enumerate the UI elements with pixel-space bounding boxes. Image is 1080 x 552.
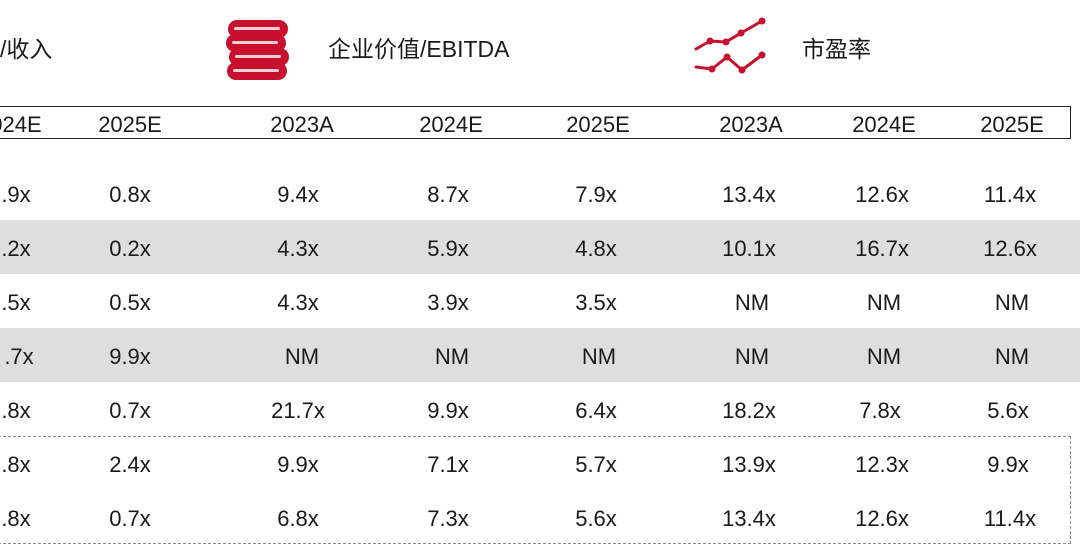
table-cell: NM [284, 344, 320, 369]
table-cell: 5.6x [987, 398, 1029, 423]
table-cell: 4.3x [277, 236, 319, 261]
table-cell: 9.4x [277, 182, 319, 207]
table-cell: 7.9x [575, 182, 617, 207]
table-cell: 3.5x [575, 290, 617, 315]
table-cell: .8x [1, 506, 31, 531]
year-label: 024E [0, 112, 42, 137]
table-cell: 0.7x [109, 398, 151, 423]
table-cell: 21.7x [271, 398, 325, 423]
table-cell: NM [994, 290, 1030, 315]
year-label: 2025E [980, 112, 1044, 137]
table-cell: .5x [1, 290, 31, 315]
table-cell: NM [994, 344, 1030, 369]
table-cell: 5.7x [575, 452, 617, 477]
table-cell: 8.7x [427, 182, 469, 207]
table-cell: 10.1x [722, 236, 776, 261]
year-label: 2023A [270, 112, 334, 137]
table-cell: NM [581, 344, 617, 369]
table-cell: 12.3x [855, 452, 909, 477]
table-cell: NM [866, 290, 902, 315]
row-shading [0, 328, 1080, 382]
table-cell: 5.6x [575, 506, 617, 531]
coin-stack-icon [224, 18, 294, 89]
year-label: 2024E [419, 112, 483, 137]
table-cell: 4.8x [575, 236, 617, 261]
table-cell: 0.5x [109, 290, 151, 315]
table-cell: 5.9x [427, 236, 469, 261]
table-cell: NM [866, 344, 902, 369]
dashed-group-box [0, 436, 1071, 544]
table-cell: 3.9x [427, 290, 469, 315]
table-cell: NM [734, 290, 770, 315]
table-cell: 13.4x [722, 506, 776, 531]
year-header-box [0, 106, 1071, 139]
year-label: 2024E [852, 112, 916, 137]
table-cell: 12.6x [855, 182, 909, 207]
table-cell: 7.1x [427, 452, 469, 477]
group-title-pe: 市盈率 [802, 36, 871, 62]
table-cell: 12.6x [983, 236, 1037, 261]
table-cell: .7x [4, 344, 34, 369]
table-cell: 0.7x [109, 506, 151, 531]
table-cell: 12.6x [855, 506, 909, 531]
year-label: 2025E [98, 112, 162, 137]
table-cell: .9x [1, 182, 31, 207]
year-label: 2023A [719, 112, 783, 137]
table-cell: 7.8x [859, 398, 901, 423]
table-cell: 13.9x [722, 452, 776, 477]
table-cell: 11.4x [983, 182, 1037, 207]
table-cell: 0.2x [109, 236, 151, 261]
table-cell: 9.9x [987, 452, 1029, 477]
table-cell: 7.3x [427, 506, 469, 531]
table-cell: .8x [1, 398, 31, 423]
line-chart-icon [692, 16, 768, 81]
table-cell: NM [734, 344, 770, 369]
table-cell: .2x [1, 236, 31, 261]
table-cell: 9.9x [427, 398, 469, 423]
table-cell: 0.8x [109, 182, 151, 207]
table-cell: 2.4x [109, 452, 151, 477]
table-cell: NM [434, 344, 470, 369]
table-cell: .8x [1, 452, 31, 477]
table-cell: 4.3x [277, 290, 319, 315]
table-cell: 11.4x [983, 506, 1037, 531]
table-cell: 9.9x [277, 452, 319, 477]
year-label: 2025E [566, 112, 630, 137]
table-cell: 6.4x [575, 398, 617, 423]
table-cell: 16.7x [855, 236, 909, 261]
group-title-revenue: /收入 [0, 36, 53, 62]
table-cell: 6.8x [277, 506, 319, 531]
table-cell: 13.4x [722, 182, 776, 207]
table-cell: 9.9x [109, 344, 151, 369]
table-cell: 18.2x [722, 398, 776, 423]
group-title-ev-ebitda: 企业价值/EBITDA [328, 36, 510, 62]
row-shading [0, 220, 1080, 274]
